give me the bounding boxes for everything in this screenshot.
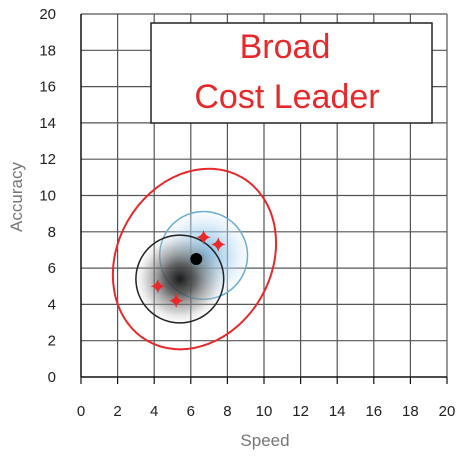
title-line-2: Cost Leader [194,78,379,116]
x-tick-label: 0 [77,403,85,420]
x-axis-label: Speed [240,431,289,450]
x-tick-label: 4 [150,403,158,420]
x-tick-label: 10 [256,403,273,420]
marks [150,230,226,308]
title-line-1: Broad [240,28,331,66]
cost-leader-ellipse [111,167,278,351]
dark-region-circle [135,234,225,324]
y-tick-label: 18 [39,42,56,59]
y-tick-label: 8 [48,224,56,241]
y-tick-label: 2 [48,333,56,350]
y-tick-label: 6 [48,260,56,277]
y-axis-label: Accuracy [7,162,26,232]
x-tick-label: 18 [402,403,419,420]
y-tick-label: 20 [39,6,56,23]
y-tick-label: 0 [48,369,56,386]
x-tick-label: 12 [292,403,309,420]
x-tick-label: 14 [329,403,346,420]
y-tick-label: 14 [39,115,56,132]
x-tick-label: 8 [223,403,231,420]
y-tick-label: 12 [39,151,56,168]
y-tick-label: 10 [39,188,56,205]
y-tick-label: 4 [48,296,56,313]
x-tick-label: 2 [113,403,121,420]
title-box-frame [150,22,433,124]
title-box: Broad Cost Leader [150,22,433,124]
y-tick-label: 16 [39,79,56,96]
x-tick-label: 20 [439,403,456,420]
x-tick-label: 16 [365,403,382,420]
x-tick-label: 6 [187,403,195,420]
axes: 0 2 4 6 8 10 12 14 16 18 20 0 2 4 6 8 10 12 14 16 18 20 [39,6,455,420]
center-point [190,253,203,266]
